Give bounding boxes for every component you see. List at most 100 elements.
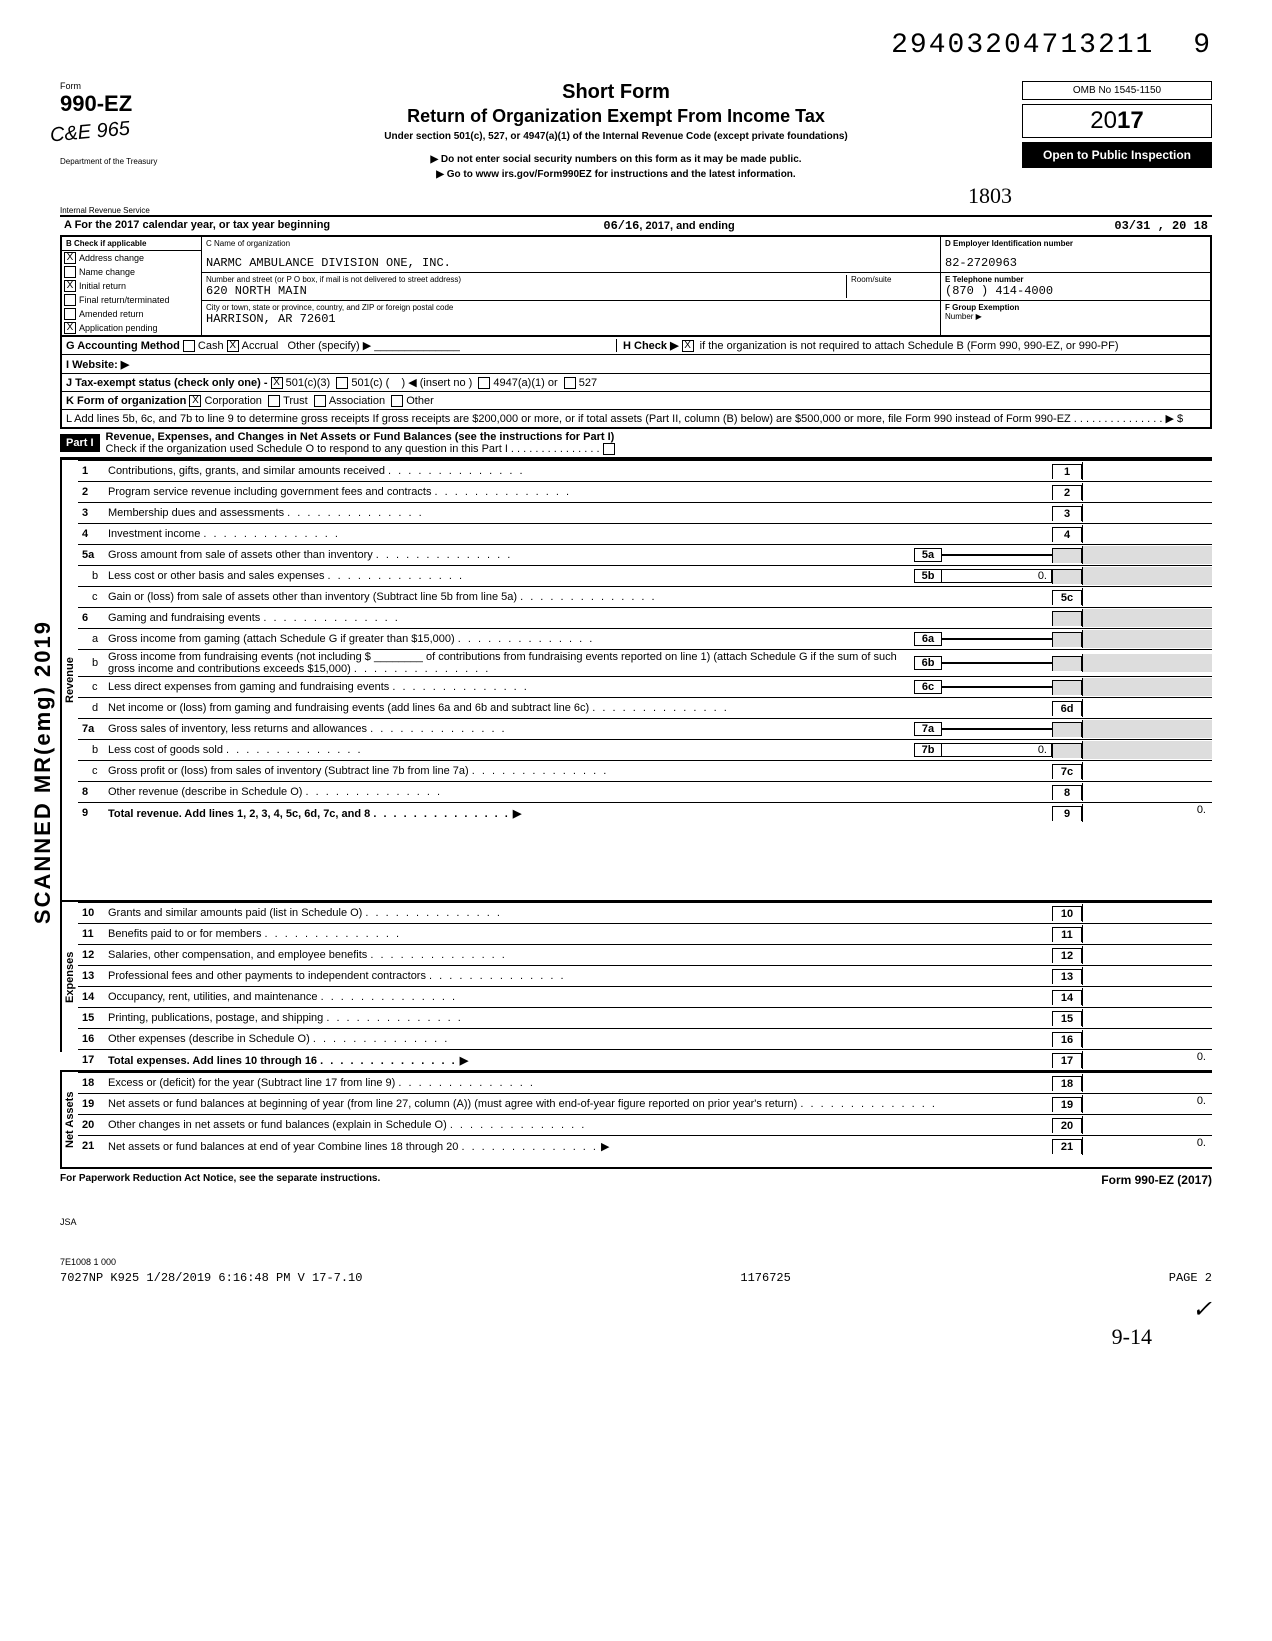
line-val-12[interactable]: [1082, 946, 1212, 964]
form-line-7a: 7aGross sales of inventory, less returns…: [78, 718, 1212, 739]
line-description: Net income or (loss) from gaming and fun…: [108, 702, 1052, 714]
open-to-public: Open to Public Inspection: [1022, 142, 1212, 168]
line-description: Less direct expenses from gaming and fun…: [108, 681, 914, 693]
chk-other-org[interactable]: [391, 395, 403, 407]
tax-year: 2017: [1022, 104, 1212, 138]
chk-address-change[interactable]: X: [64, 252, 76, 264]
line-val-5c[interactable]: [1082, 588, 1212, 606]
handwritten-number: 9-14: [60, 1324, 1152, 1350]
chk-501c[interactable]: [336, 377, 348, 389]
line-a-label: A For the 2017 calendar year, or tax yea…: [64, 219, 330, 233]
chk-initial-return[interactable]: X: [64, 280, 76, 292]
line-val-4[interactable]: [1082, 525, 1212, 543]
c-city-label: City or town, state or province, country…: [206, 303, 936, 312]
chk-4947[interactable]: [478, 377, 490, 389]
form-line-10: 10Grants and similar amounts paid (list …: [78, 902, 1212, 923]
line-a-mid: , 2017, and ending: [639, 220, 734, 232]
form-line-19: 19Net assets or fund balances at beginni…: [78, 1093, 1212, 1114]
line-val-13[interactable]: [1082, 967, 1212, 985]
chk-trust[interactable]: [268, 395, 280, 407]
chk-final-return[interactable]: [64, 294, 76, 306]
line-box-1: 1: [1052, 464, 1082, 479]
chk-corp[interactable]: X: [189, 395, 201, 407]
chk-name-change[interactable]: [64, 266, 76, 278]
d-ein-val: 82-2720963: [945, 256, 1206, 270]
dept-treasury: Department of the Treasury: [60, 157, 210, 166]
line-description: Other changes in net assets or fund bala…: [108, 1119, 1052, 1131]
part1-revenue-body: 1Contributions, gifts, grants, and simil…: [78, 460, 1212, 900]
chk-application-pending[interactable]: X: [64, 322, 76, 334]
line-box-8: 8: [1052, 785, 1082, 800]
lbl-501c3: 501(c)(3): [286, 377, 331, 389]
mini-val-7a[interactable]: [942, 728, 1052, 730]
lbl-cash: Cash: [198, 340, 224, 352]
line-description: Program service revenue including govern…: [108, 486, 1052, 498]
line-box-16: 16: [1052, 1032, 1082, 1047]
line-number: 5a: [78, 549, 108, 561]
line-number: b: [78, 570, 108, 582]
h-label: H Check ▶: [623, 340, 679, 352]
line-val-7c[interactable]: [1082, 762, 1212, 780]
line-val-10[interactable]: [1082, 904, 1212, 922]
form-line-1: 1Contributions, gifts, grants, and simil…: [78, 460, 1212, 481]
line-number: 17: [78, 1054, 108, 1066]
mini-val-5b[interactable]: 0.: [942, 569, 1052, 583]
line-val-1[interactable]: [1082, 462, 1212, 480]
e-phone-label: E Telephone number: [945, 275, 1206, 284]
f-group-label: F Group Exemption: [945, 303, 1206, 312]
lbl-other-org: Other: [406, 395, 434, 407]
chk-amended-return[interactable]: [64, 308, 76, 320]
line-val-2[interactable]: [1082, 483, 1212, 501]
d-ein-label: D Employer Identification number: [945, 239, 1206, 248]
mini-val-5a[interactable]: [942, 554, 1052, 556]
chk-part1-schedule-o[interactable]: [603, 443, 615, 455]
line-val-18[interactable]: [1082, 1074, 1212, 1092]
line-val-9[interactable]: 0.: [1082, 804, 1212, 822]
line-description: Other expenses (describe in Schedule O) …: [108, 1033, 1052, 1045]
line-val-6d[interactable]: [1082, 699, 1212, 717]
chk-501c3[interactable]: X: [271, 377, 283, 389]
line-description: Less cost of goods sold . . . . . . . . …: [108, 744, 914, 756]
line-box-20: 20: [1052, 1118, 1082, 1133]
shaded-val: [1082, 720, 1212, 738]
line-val-14[interactable]: [1082, 988, 1212, 1006]
netassets-side-label: Net Assets: [60, 1072, 78, 1167]
form-line-2: 2Program service revenue including gover…: [78, 481, 1212, 502]
line-val-20[interactable]: [1082, 1116, 1212, 1134]
mini-val-6a[interactable]: [942, 638, 1052, 640]
chk-h[interactable]: X: [682, 340, 694, 352]
line-description: Investment income . . . . . . . . . . . …: [108, 528, 1052, 540]
line-val-16[interactable]: [1082, 1030, 1212, 1048]
chk-527[interactable]: [564, 377, 576, 389]
line-number: 7a: [78, 723, 108, 735]
line-val-15[interactable]: [1082, 1009, 1212, 1027]
line-description: Gross income from gaming (attach Schedul…: [108, 633, 914, 645]
mini-val-7b[interactable]: 0.: [942, 743, 1052, 757]
form-line-4: 4Investment income . . . . . . . . . . .…: [78, 523, 1212, 544]
chk-assoc[interactable]: [314, 395, 326, 407]
line-val-3[interactable]: [1082, 504, 1212, 522]
line-number: 8: [78, 786, 108, 798]
mini-box-7b: 7b: [914, 743, 942, 757]
chk-cash[interactable]: [183, 340, 195, 352]
line-val-17[interactable]: 0.: [1082, 1051, 1212, 1069]
line-box-18: 18: [1052, 1076, 1082, 1091]
line-val-8[interactable]: [1082, 783, 1212, 801]
line-description: Gain or (loss) from sale of assets other…: [108, 591, 1052, 603]
form-header: Form 990-EZ C&E 965 Department of the Tr…: [60, 81, 1212, 217]
part1-grid: Revenue 1Contributions, gifts, grants, a…: [60, 458, 1212, 900]
part1-label: Part I: [60, 434, 100, 452]
chk-accrual[interactable]: X: [227, 340, 239, 352]
line-number: 12: [78, 949, 108, 961]
section-b-checkboxes: B Check if applicable XAddress change Na…: [62, 237, 202, 335]
line-val-19[interactable]: 0.: [1082, 1095, 1212, 1113]
form-line-12: 12Salaries, other compensation, and empl…: [78, 944, 1212, 965]
line-a-row: A For the 2017 calendar year, or tax yea…: [60, 217, 1212, 235]
c-org-name: NARMC AMBULANCE DIVISION ONE, INC.: [206, 256, 936, 270]
mini-val-6b[interactable]: [942, 662, 1052, 664]
print-page: PAGE 2: [1169, 1271, 1212, 1285]
mini-val-6c[interactable]: [942, 686, 1052, 688]
line-val-21[interactable]: 0.: [1082, 1137, 1212, 1155]
part1-netassets-grid: Net Assets 18Excess or (deficit) for the…: [60, 1070, 1212, 1169]
line-val-11[interactable]: [1082, 925, 1212, 943]
